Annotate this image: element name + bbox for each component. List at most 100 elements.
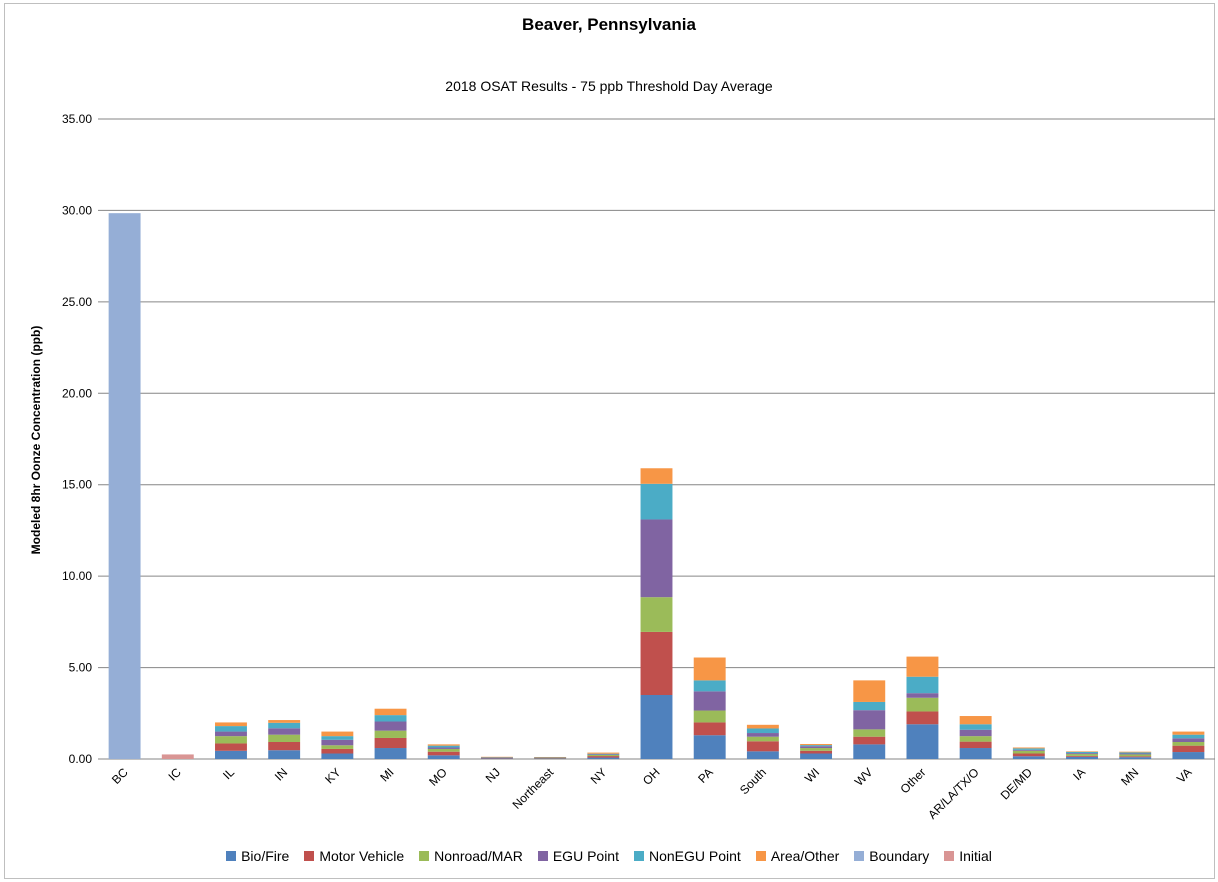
legend-label: Initial [959,848,992,864]
bar-segment [321,753,354,759]
y-tick-label: 20.00 [62,386,92,400]
x-tick-label: IN [272,765,290,783]
bar-segment [480,758,513,759]
y-tick-label: 0.00 [69,752,93,766]
bar-segment [587,752,620,754]
bar-segment [268,722,301,729]
legend-label: Nonroad/MAR [434,848,523,864]
x-tick-label: PA [695,765,716,786]
bar-segment [853,744,886,759]
bar-segment [693,735,726,759]
bar-segment [1012,748,1045,750]
bar-segment [321,731,354,737]
bar-segment [800,753,833,759]
x-tick-label: DE/MD [998,765,1035,802]
bar-segment [534,757,567,758]
bar-segment [268,750,301,759]
x-tick-label: IL [220,765,237,782]
bar-segment [161,754,194,759]
bar-segment [853,710,886,730]
legend-swatch [419,851,430,861]
bar-segment [853,736,886,745]
bar-segment [268,741,301,751]
bar-segment [693,680,726,692]
bar-segment [800,744,833,746]
x-tick-label: OH [640,765,663,788]
bar-segment [480,757,513,758]
legend-swatch [755,851,766,861]
bar-segment [853,701,886,711]
bar-segment [640,695,673,759]
bar-segment [640,631,673,695]
bar-segment [693,691,726,711]
x-tick-label: Other [897,765,928,796]
bar-segment [693,710,726,723]
bar-segment [959,741,992,749]
chart-subtitle: 2018 OSAT Results - 75 ppb Threshold Day… [445,78,773,94]
x-tick-label: NY [588,765,610,787]
bar-segment [746,751,779,759]
bar-segment [374,708,407,716]
bar-segment [906,711,939,725]
bar-segment [587,754,620,755]
bar-segment [853,680,886,702]
bar-segment [1066,755,1098,757]
bar-segment [374,721,407,731]
bar-segment [1066,751,1098,752]
bar-segment [215,743,247,751]
x-tick-label: IA [1070,765,1088,783]
bar-segment [853,729,886,737]
x-axis-ticks: BC IC IL IN KY MI MO NJ Northeast NY OH PA South WI WV… [109,765,1194,822]
legend-item: EGU Point [537,848,619,864]
bar-segment [534,758,567,759]
x-tick-label: KY [322,765,343,786]
bar-segment [215,736,247,744]
bar-segment [1066,756,1098,759]
legend-swatch [226,851,237,861]
x-tick-label: South [737,765,769,797]
bar-segment [427,745,460,748]
x-tick-label: VA [1174,765,1195,786]
y-axis-label: Modeled 8hr Oonze Concentration (ppb) [29,326,43,555]
bar-segment [374,730,407,738]
bar-segment [746,741,779,752]
y-tick-label: 10.00 [62,569,92,583]
bar-segment [1172,734,1205,739]
bar-segment [321,736,354,740]
bar-segment [640,519,673,598]
bar-segment [480,757,513,759]
bar-segment [800,748,833,751]
bar-segment [959,724,992,730]
y-tick-label: 35.00 [62,112,92,126]
bar-segment [959,716,992,725]
x-tick-label: MN [1118,765,1141,788]
bar-segment [268,720,301,723]
y-tick-label: 5.00 [69,661,93,675]
bar-segment [1066,751,1098,754]
x-tick-label: WV [852,765,876,789]
x-tick-label: NJ [483,765,503,785]
bars [108,213,1205,759]
bar-segment [215,750,247,759]
bar-segment [534,756,567,758]
x-tick-label: MO [426,765,450,789]
bar-segment [1172,752,1205,759]
bar-segment [587,754,620,757]
y-tick-label: 25.00 [62,295,92,309]
bar-segment [427,748,460,752]
legend-swatch [944,851,955,861]
legend-item: Nonroad/MAR [419,848,523,864]
bar-segment [374,737,407,749]
bar-segment [480,756,513,758]
bar-segment [215,731,247,737]
bar-segment [108,213,141,759]
legend-item: NonEGU Point [633,848,741,864]
bar-segment [1172,741,1205,746]
bar-segment [746,728,779,734]
bar-segment [268,728,301,735]
x-tick-label: IC [166,765,185,784]
x-tick-label: AR/LA/TX/O [925,765,982,822]
bar-segment [1119,757,1152,759]
bar-segment [1119,751,1152,753]
chart-frame [4,3,1215,879]
